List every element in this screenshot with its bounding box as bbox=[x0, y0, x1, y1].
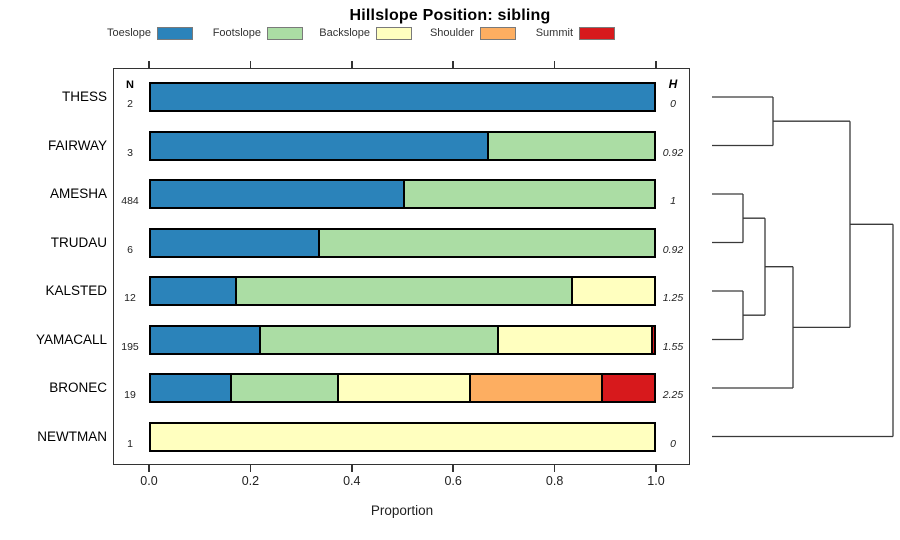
h-value: 0 bbox=[670, 98, 676, 110]
n-value: 12 bbox=[124, 292, 136, 304]
legend-label: Shoulder bbox=[429, 27, 474, 39]
category-label: BRONEC bbox=[49, 380, 107, 395]
h-value: 0 bbox=[670, 437, 676, 450]
legend-item: Toeslope bbox=[61, 22, 193, 44]
bar-segment-summit bbox=[601, 375, 654, 401]
x-axis-tick-label: 0.0 bbox=[140, 474, 158, 488]
x-axis-label: Proportion bbox=[370, 503, 434, 518]
bar-row bbox=[149, 276, 656, 306]
legend-label: Summit bbox=[535, 27, 573, 39]
legend-label: Backslope bbox=[319, 27, 370, 39]
n-value: 3 bbox=[127, 146, 133, 159]
legend-item: Shoulder bbox=[384, 22, 516, 44]
bar-row bbox=[149, 82, 656, 112]
category-label: AMESHA bbox=[49, 186, 107, 201]
x-axis-tick-label: 0.8 bbox=[545, 474, 564, 488]
h-column-header: H bbox=[668, 77, 678, 91]
legend-label: Footslope bbox=[212, 27, 261, 39]
x-axis-tick-top bbox=[351, 61, 353, 68]
n-column-header: N bbox=[126, 79, 134, 91]
bar-row bbox=[149, 227, 656, 258]
bar-segment-footslope bbox=[230, 375, 337, 401]
x-axis-tick-bottom bbox=[351, 465, 353, 472]
legend-swatch bbox=[267, 26, 303, 40]
bar-segment-footslope bbox=[487, 132, 654, 159]
n-value: 1 bbox=[127, 437, 133, 450]
bar-segment-shoulder bbox=[469, 375, 601, 401]
x-axis-tick-label: 0.2 bbox=[241, 474, 260, 488]
h-value: 0.92 bbox=[662, 146, 684, 159]
bar-segment-backslope bbox=[337, 375, 469, 401]
bar-segment-footslope bbox=[403, 181, 654, 207]
x-axis-tick-label: 0.4 bbox=[343, 474, 361, 488]
bar-segment-footslope bbox=[235, 278, 571, 304]
category-label: TRUDAU bbox=[50, 234, 107, 250]
bar-row bbox=[149, 373, 656, 403]
h-value: 1.25 bbox=[662, 292, 684, 304]
x-axis-tick-top bbox=[553, 61, 556, 68]
x-axis-tick-bottom bbox=[148, 465, 150, 472]
h-value: 2.25 bbox=[662, 389, 684, 401]
h-value: 0.92 bbox=[662, 243, 684, 256]
category-label: FAIRWAY bbox=[47, 137, 107, 153]
category-label: NEWTMAN bbox=[37, 428, 107, 444]
bar-segment-toeslope bbox=[151, 84, 654, 110]
h-value: 1 bbox=[670, 195, 676, 207]
x-axis-tick-top bbox=[249, 61, 252, 68]
n-value: 19 bbox=[124, 389, 136, 401]
category-label: THESS bbox=[61, 89, 107, 104]
legend: Toeslope Footslope Backslope Shoulder Summit bbox=[0, 22, 900, 44]
x-axis-tick-top bbox=[655, 61, 657, 68]
bar-segment-toeslope bbox=[151, 229, 318, 256]
category-label: KALSTED bbox=[45, 283, 107, 298]
x-axis-tick-bottom bbox=[452, 465, 454, 472]
bar-segment-backslope bbox=[151, 423, 654, 450]
bar-segment-summit bbox=[651, 326, 654, 353]
bar-segment-toeslope bbox=[151, 278, 235, 304]
n-value: 2 bbox=[127, 98, 133, 110]
legend-item: Summit bbox=[483, 22, 615, 44]
bar-segment-toeslope bbox=[151, 132, 487, 159]
x-axis-tick-label: 0.6 bbox=[444, 474, 462, 488]
x-axis-tick-top bbox=[148, 61, 150, 68]
legend-swatch bbox=[579, 26, 615, 40]
x-axis-tick-bottom bbox=[249, 465, 252, 472]
bar-segment-footslope bbox=[259, 326, 497, 353]
x-axis-tick-bottom bbox=[553, 465, 556, 472]
legend-item: Footslope bbox=[171, 22, 303, 44]
bar-segment-footslope bbox=[318, 229, 654, 256]
legend-swatch bbox=[480, 26, 516, 40]
bar-segment-toeslope bbox=[151, 375, 230, 401]
n-value: 6 bbox=[127, 243, 133, 256]
category-label: YAMACALL bbox=[35, 331, 107, 347]
bar-segment-toeslope bbox=[151, 326, 259, 353]
n-value: 484 bbox=[121, 195, 139, 207]
bar-row bbox=[149, 324, 656, 355]
bar-row bbox=[149, 179, 656, 209]
chart-title: Hillslope Position: sibling bbox=[349, 7, 551, 24]
bar-segment-toeslope bbox=[151, 181, 403, 207]
legend-item: Backslope bbox=[280, 22, 412, 44]
bar-row bbox=[149, 130, 656, 161]
bar-segment-backslope bbox=[571, 278, 654, 304]
plot-frame bbox=[113, 68, 690, 465]
x-axis-tick-bottom bbox=[655, 465, 657, 472]
x-axis-tick-label: 1.0 bbox=[647, 474, 665, 488]
x-axis-tick-top bbox=[452, 61, 454, 68]
legend-label: Toeslope bbox=[106, 27, 151, 39]
bar-row bbox=[149, 421, 656, 452]
legend-swatch bbox=[376, 26, 412, 40]
n-value: 195 bbox=[121, 340, 139, 353]
bar-segment-backslope bbox=[497, 326, 651, 353]
legend-swatch bbox=[157, 26, 193, 40]
h-value: 1.55 bbox=[662, 340, 684, 353]
